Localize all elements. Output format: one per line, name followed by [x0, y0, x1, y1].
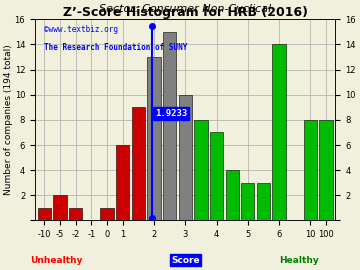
- Y-axis label: Number of companies (194 total): Number of companies (194 total): [4, 45, 13, 195]
- Bar: [100, 208, 113, 220]
- Bar: [319, 120, 333, 220]
- Title: Z’-Score Histogram for HRB (2016): Z’-Score Histogram for HRB (2016): [63, 6, 308, 19]
- Bar: [225, 170, 239, 220]
- Bar: [273, 45, 286, 220]
- Bar: [304, 120, 317, 220]
- Bar: [210, 133, 223, 220]
- Bar: [241, 183, 255, 220]
- Bar: [179, 95, 192, 220]
- Text: The Research Foundation of SUNY: The Research Foundation of SUNY: [44, 43, 187, 52]
- Bar: [38, 208, 51, 220]
- Text: Score: Score: [171, 256, 199, 265]
- Text: 1.9233: 1.9233: [155, 109, 187, 118]
- Bar: [69, 208, 82, 220]
- Text: Healthy: Healthy: [280, 256, 319, 265]
- Text: ©www.textbiz.org: ©www.textbiz.org: [44, 25, 118, 34]
- Bar: [53, 195, 67, 220]
- Text: Sector: Consumer Non-Cyclical: Sector: Consumer Non-Cyclical: [99, 4, 271, 14]
- Text: Unhealthy: Unhealthy: [30, 256, 82, 265]
- Bar: [116, 145, 129, 220]
- Bar: [194, 120, 207, 220]
- Bar: [257, 183, 270, 220]
- Bar: [163, 32, 176, 220]
- Bar: [147, 57, 161, 220]
- Bar: [131, 107, 145, 220]
